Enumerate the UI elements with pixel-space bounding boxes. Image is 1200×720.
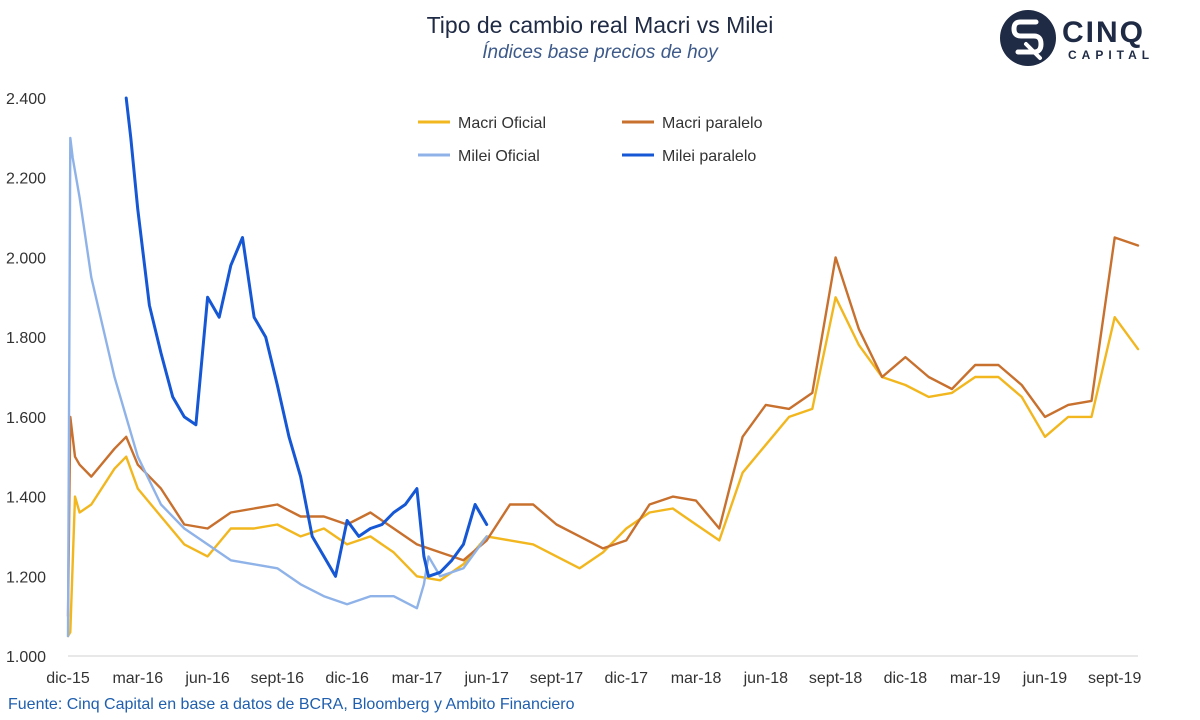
legend-label-milei-oficial: Milei Oficial [458,148,540,165]
x-tick-label: dic-18 [884,670,928,687]
x-tick-label: dic-15 [46,670,90,687]
logo-wordmark: CINQ [1062,16,1145,49]
series-line-macri-paralelo [66,236,1140,618]
x-tick-label: jun-19 [1022,670,1068,687]
x-axis: dic-15 mar-16 jun-16 sept-16 dic-16 mar-17 jun… [46,655,1142,687]
x-tick-label: jun-17 [463,670,509,687]
series-line-milei-paralelo [124,96,489,578]
series-line-macri-oficial [66,296,1140,638]
y-tick-label: 1.800 [6,330,46,347]
y-tick-label: 1.600 [6,410,46,427]
legend-label-macri-paralelo: Macri paralelo [662,115,763,132]
legend-label-milei-paralelo: Milei paralelo [662,148,756,165]
y-tick-label: 2.000 [6,250,46,267]
y-tick-label: 1.400 [6,490,46,507]
x-tick-label: jun-18 [743,670,789,687]
legend-label-macri-oficial: Macri Oficial [458,115,546,132]
y-tick-label: 1.200 [6,569,46,586]
source-note: Fuente: Cinq Capital en base a datos de … [8,696,575,713]
x-tick-label: sept-19 [1088,670,1141,687]
legend: Macri Oficial Macri paralelo Milei Oficial… [418,115,763,165]
x-tick-label: mar-19 [950,670,1001,687]
x-tick-label: sept-17 [530,670,583,687]
y-tick-label: 2.200 [6,171,46,188]
x-tick-label: mar-16 [112,670,163,687]
line-chart: 1.000 1.200 1.400 1.600 1.800 2.000 2.200 2.400… [6,91,1142,687]
x-tick-label: dic-17 [604,670,648,687]
x-tick-label: mar-18 [671,670,722,687]
series-lines [66,96,1140,638]
x-tick-label: mar-17 [392,670,443,687]
y-tick-label: 2.400 [6,91,46,108]
x-tick-label: dic-16 [325,670,369,687]
x-tick-label: sept-18 [809,670,862,687]
y-axis: 1.000 1.200 1.400 1.600 1.800 2.000 2.200 2.400 [6,91,46,666]
series-line-milei-oficial [66,136,488,638]
y-tick-label: 1.000 [6,649,46,666]
chart-subtitle: Índices base precios de hoy [482,42,718,63]
logo-mark-icon [1000,10,1056,66]
logo-subtext: CAPITAL [1068,48,1155,62]
chart-title: Tipo de cambio real Macri vs Milei [426,12,774,38]
x-tick-label: jun-16 [184,670,230,687]
x-tick-label: sept-16 [251,670,304,687]
cinq-capital-logo: CINQ CAPITAL [996,4,1196,74]
